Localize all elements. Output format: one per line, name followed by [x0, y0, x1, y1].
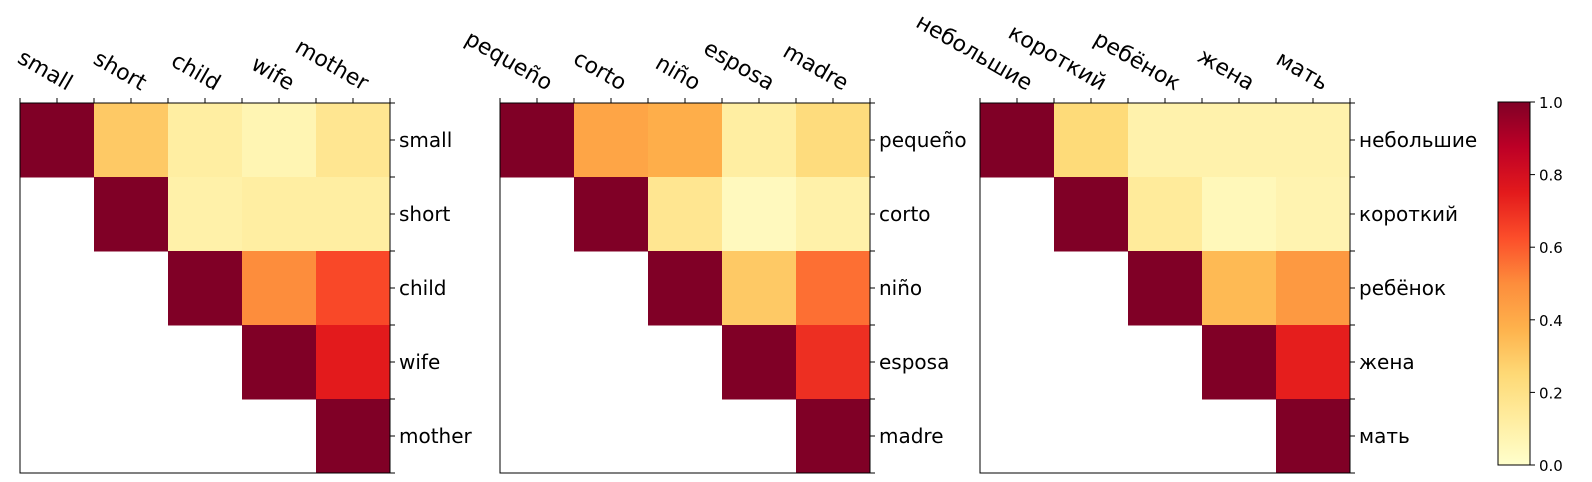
y-tick-label: esposa	[879, 350, 949, 374]
heatmap-cell-2-2-2	[574, 177, 649, 252]
heatmap-cell-3-2-5	[1276, 177, 1351, 252]
y-tick-label: wife	[399, 350, 440, 374]
heatmap-cell-2-4-5	[796, 325, 871, 400]
heatmap-cell-1-3-4	[242, 251, 317, 326]
heatmap-cell-2-1-4	[722, 103, 797, 178]
y-tick-label: niño	[879, 276, 922, 300]
y-tick-label: corto	[879, 202, 931, 226]
y-tick-label: madre	[879, 424, 944, 448]
heatmap-cell-1-2-4	[242, 177, 317, 252]
heatmap-cell-3-1-5	[1276, 103, 1351, 178]
x-tick-label: мать	[1272, 47, 1333, 97]
x-tick-label: wife	[247, 52, 299, 96]
y-tick-label: ребёнок	[1359, 276, 1446, 300]
heatmap-cell-1-2-3	[168, 177, 243, 252]
heatmap-cell-3-1-2	[1054, 103, 1129, 178]
y-tick-label: небольшие	[1359, 128, 1477, 152]
heatmap-cell-1-3-5	[316, 251, 391, 326]
heatmap-cell-3-3-3	[1128, 251, 1203, 326]
heatmap-cell-2-3-4	[722, 251, 797, 326]
y-tick-label: pequeño	[879, 128, 967, 152]
heatmap-cell-1-1-5	[316, 103, 391, 178]
heatmap-cell-1-2-2	[94, 177, 169, 252]
heatmap-cell-1-1-2	[94, 103, 169, 178]
heatmap-cell-1-4-4	[242, 325, 317, 400]
colorbar-tick-label: 0.8	[1539, 167, 1563, 185]
heatmap-cell-2-2-5	[796, 177, 871, 252]
heatmap-cell-2-1-2	[574, 103, 649, 178]
heatmap-cell-2-2-3	[648, 177, 723, 252]
y-tick-label: short	[399, 202, 451, 226]
heatmap-cell-1-5-5	[316, 399, 391, 474]
colorbar-tick-label: 0.6	[1539, 239, 1563, 257]
heatmap-cell-3-5-5	[1276, 399, 1351, 474]
heatmap-cell-1-1-3	[168, 103, 243, 178]
heatmap-cell-3-2-2	[1054, 177, 1129, 252]
heatmap-cell-1-4-5	[316, 325, 391, 400]
heatmap-cell-3-1-3	[1128, 103, 1203, 178]
heatmap-cell-3-4-5	[1276, 325, 1351, 400]
x-tick-label: жена	[1193, 44, 1259, 96]
heatmap-cell-2-5-5	[796, 399, 871, 474]
x-tick-label: short	[89, 46, 151, 96]
heatmap-cell-2-1-5	[796, 103, 871, 178]
heatmap-cell-1-1-4	[242, 103, 317, 178]
x-tick-label: mother	[291, 35, 374, 97]
x-tick-label: small	[13, 45, 76, 96]
heatmap-cell-1-2-5	[316, 177, 391, 252]
y-tick-label: короткий	[1359, 202, 1458, 226]
colorbar: 0.0 0.2 0.4 0.6 0.8 1.0	[1497, 94, 1563, 475]
x-tick-label: child	[167, 48, 225, 96]
heatmap-cell-2-1-1	[500, 103, 575, 178]
colorbar-tick-label: 0.0	[1539, 457, 1563, 475]
y-tick-label: мать	[1359, 424, 1410, 448]
heatmap-cell-1-3-3	[168, 251, 243, 326]
colorbar-tick-label: 1.0	[1539, 94, 1563, 112]
heatmap-cell-2-2-4	[722, 177, 797, 252]
x-tick-label: niño	[651, 51, 705, 96]
y-tick-label: жена	[1359, 350, 1415, 374]
heatmap-cell-2-3-3	[648, 251, 723, 326]
y-tick-label: mother	[399, 424, 473, 448]
heatmap-cell-3-2-4	[1202, 177, 1277, 252]
colorbar-gradient	[1497, 101, 1531, 466]
heatmap-cell-3-1-1	[980, 103, 1055, 178]
heatmap-cell-2-1-3	[648, 103, 723, 178]
heatmap-cell-3-3-4	[1202, 251, 1277, 326]
y-tick-label: small	[399, 128, 452, 152]
heatmap-cell-3-3-5	[1276, 251, 1351, 326]
x-tick-label: esposa	[699, 36, 779, 96]
heatmap-cell-2-3-5	[796, 251, 871, 326]
x-tick-label: pequeño	[461, 26, 557, 96]
heatmap-cell-2-4-4	[722, 325, 797, 400]
heatmap-cell-3-2-3	[1128, 177, 1203, 252]
x-tick-label: madre	[779, 39, 853, 96]
heatmap-cell-3-4-4	[1202, 325, 1277, 400]
colorbar-tick-label: 0.4	[1539, 312, 1563, 330]
heatmap-cell-3-1-4	[1202, 103, 1277, 178]
x-tick-label: corto	[569, 46, 631, 96]
heatmap-panel-1: small short child wifemothersmallshortchild…	[13, 35, 473, 474]
y-tick-label: child	[399, 276, 446, 300]
colorbar-tick-label: 0.2	[1539, 384, 1563, 402]
heatmap-cell-1-1-1	[20, 103, 95, 178]
